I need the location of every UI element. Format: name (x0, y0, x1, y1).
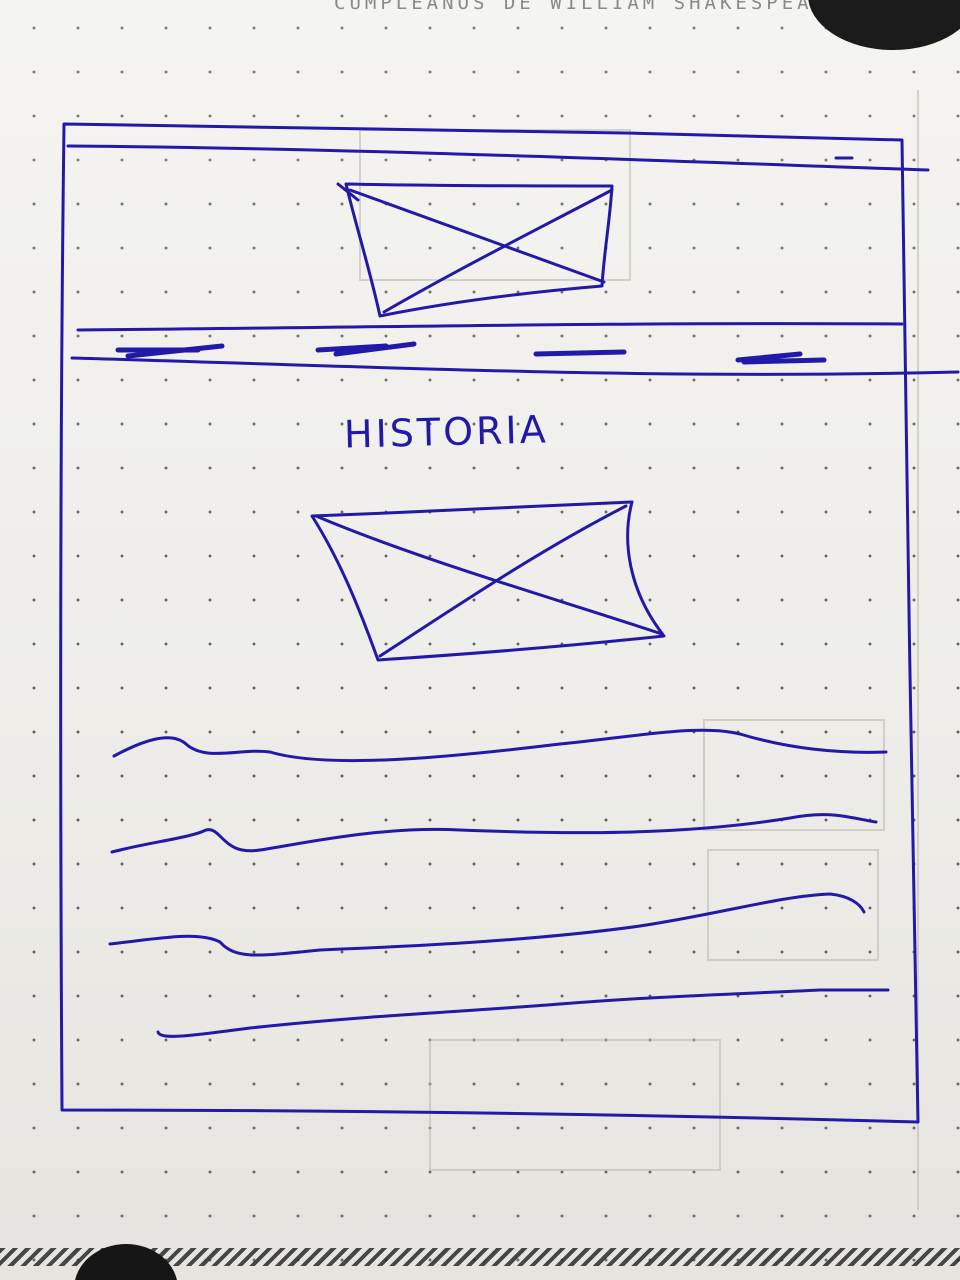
text-line-4 (156, 988, 890, 1038)
nav-item-2 (315, 341, 417, 357)
nav-bottom-line (70, 356, 960, 376)
article-image-placeholder (310, 500, 666, 662)
notebook-chevron-strip (0, 1248, 960, 1266)
text-line-1 (112, 728, 888, 763)
ghost-box-right-lower (707, 849, 879, 961)
text-line-3 (108, 892, 866, 957)
nav-item-3 (533, 349, 627, 357)
show-through-ghost (359, 90, 919, 1210)
ghost-box-bottom (429, 1039, 721, 1171)
nav-item-1 (115, 343, 225, 359)
header-image-placeholder (336, 182, 614, 318)
page-frame (59, 122, 920, 1124)
header-divider-line (66, 144, 930, 172)
text-line-2 (110, 813, 878, 854)
section-title-historia: HISTORIA (343, 407, 550, 457)
ghost-box-right (703, 719, 885, 831)
nav-top-line (76, 322, 904, 332)
notebook-header-text: CUMPLEAÑOS DE WILLIAM SHAKESPEARE (334, 0, 844, 14)
nav-item-4 (735, 351, 827, 365)
